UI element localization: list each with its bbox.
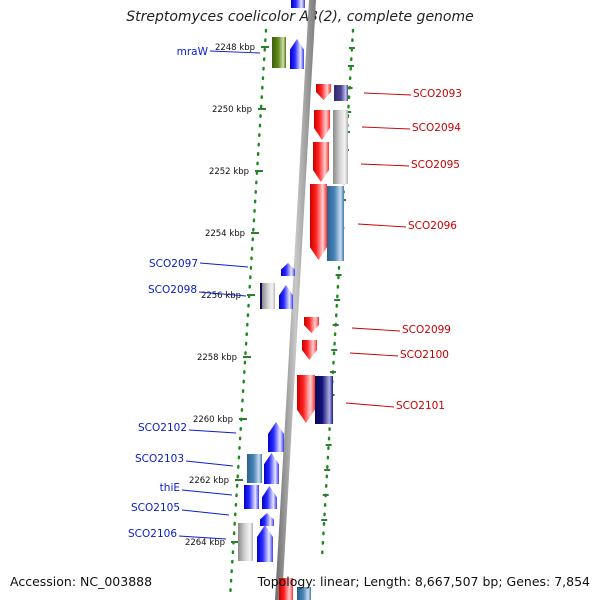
gene-arrow-sco2098 — [279, 285, 293, 309]
gene-leader-line — [357, 223, 407, 228]
gene-leader-line — [361, 126, 411, 130]
gene-arrow-sco2097 — [281, 263, 295, 276]
gene-label-sco2098: SCO2098 — [148, 284, 197, 296]
gene-block-top — [291, 0, 305, 8]
gene-leader-line — [363, 92, 412, 96]
gene-arrow-sco2103 — [264, 453, 279, 484]
gene-block-sco2101-pair — [315, 376, 333, 424]
gene-block-bottom-steel — [297, 587, 311, 600]
gene-leader-line — [209, 50, 261, 54]
gene-label-sco2100: SCO2100 — [400, 349, 449, 361]
kbp-tick-label: 2252 kbp — [209, 167, 249, 177]
gene-leader-line — [181, 509, 230, 516]
gene-label-sco2093: SCO2093 — [413, 88, 462, 100]
gene-arrow-mraw — [290, 39, 304, 69]
gene-label-sco2099: SCO2099 — [402, 324, 451, 336]
gene-block-sco2106-pair — [238, 523, 253, 561]
kbp-tick-label: 2250 kbp — [212, 105, 252, 115]
gene-leader-line — [360, 163, 410, 167]
gene-arrow-sco2096 — [310, 184, 327, 260]
gene-label-sco2097: SCO2097 — [149, 258, 198, 270]
gene-block-sco2094-pair — [333, 110, 348, 184]
gene-label-sco2096: SCO2096 — [408, 220, 457, 232]
genome-summary-text: Topology: linear; Length: 8,667,507 bp; … — [257, 574, 590, 589]
gene-label-sco2105: SCO2105 — [131, 502, 180, 514]
gene-arrow-sco2094 — [314, 110, 330, 140]
gene-label-mraw: mraW — [177, 46, 209, 58]
gene-block-thie-pair — [244, 485, 259, 509]
gene-leader-line — [198, 291, 247, 297]
left-dotted-guide — [228, 28, 268, 600]
gene-block-sco2096-pair — [327, 186, 344, 261]
kbp-tick-label: 2264 kbp — [185, 538, 225, 548]
gene-label-sco2101: SCO2101 — [396, 400, 445, 412]
gene-leader-line — [178, 535, 227, 540]
gene-leader-line — [188, 429, 237, 434]
gene-block-sco2098-gray — [262, 283, 275, 309]
gene-arrow-sco2100 — [302, 340, 317, 360]
gene-arrow-sco2102 — [268, 422, 284, 452]
gene-leader-line — [351, 327, 401, 332]
gene-label-sco2103: SCO2103 — [135, 453, 184, 465]
gene-block-sco2103-pair — [247, 454, 262, 483]
right-dotted-guide — [320, 28, 355, 560]
kbp-tick-label: 2258 kbp — [197, 353, 237, 363]
kbp-tick-label: 2260 kbp — [193, 415, 233, 425]
gene-arrow-sco2105 — [260, 513, 274, 526]
kbp-tick-label: 2256 kbp — [201, 291, 241, 301]
kbp-tick-label: 2254 kbp — [205, 229, 245, 239]
kbp-tick-label: 2248 kbp — [215, 43, 255, 53]
gene-arrow-sco2099 — [304, 317, 319, 333]
gene-arrow-sco2106 — [257, 525, 273, 562]
map-title: Streptomyces coelicolor A3(2), complete … — [126, 9, 474, 25]
gene-arrow-thie — [262, 486, 277, 509]
gene-label-sco2095: SCO2095 — [411, 159, 460, 171]
gene-label-sco2102: SCO2102 — [138, 422, 187, 434]
gene-arrow-sco2095 — [313, 142, 329, 182]
gene-leader-line — [181, 489, 233, 496]
accession-text: Accession: NC_003888 — [10, 574, 153, 589]
gene-arrow-sco2101 — [297, 375, 315, 423]
gene-block-olive — [272, 37, 286, 68]
gene-label-sco2106: SCO2106 — [128, 528, 177, 540]
gene-leader-line — [199, 262, 249, 268]
gene-leader-line — [345, 402, 395, 408]
gene-label-thie: thiE — [160, 482, 180, 494]
genome-axis — [275, 0, 316, 600]
gene-arrow-sco2093 — [316, 84, 331, 100]
kbp-tick-label: 2262 kbp — [189, 476, 229, 486]
gene-block-bottom-red — [279, 578, 293, 600]
gene-label-sco2094: SCO2094 — [412, 122, 461, 134]
gene-block-sco2093-pair — [334, 85, 348, 101]
gene-leader-line — [349, 352, 399, 357]
gene-leader-line — [185, 460, 234, 467]
